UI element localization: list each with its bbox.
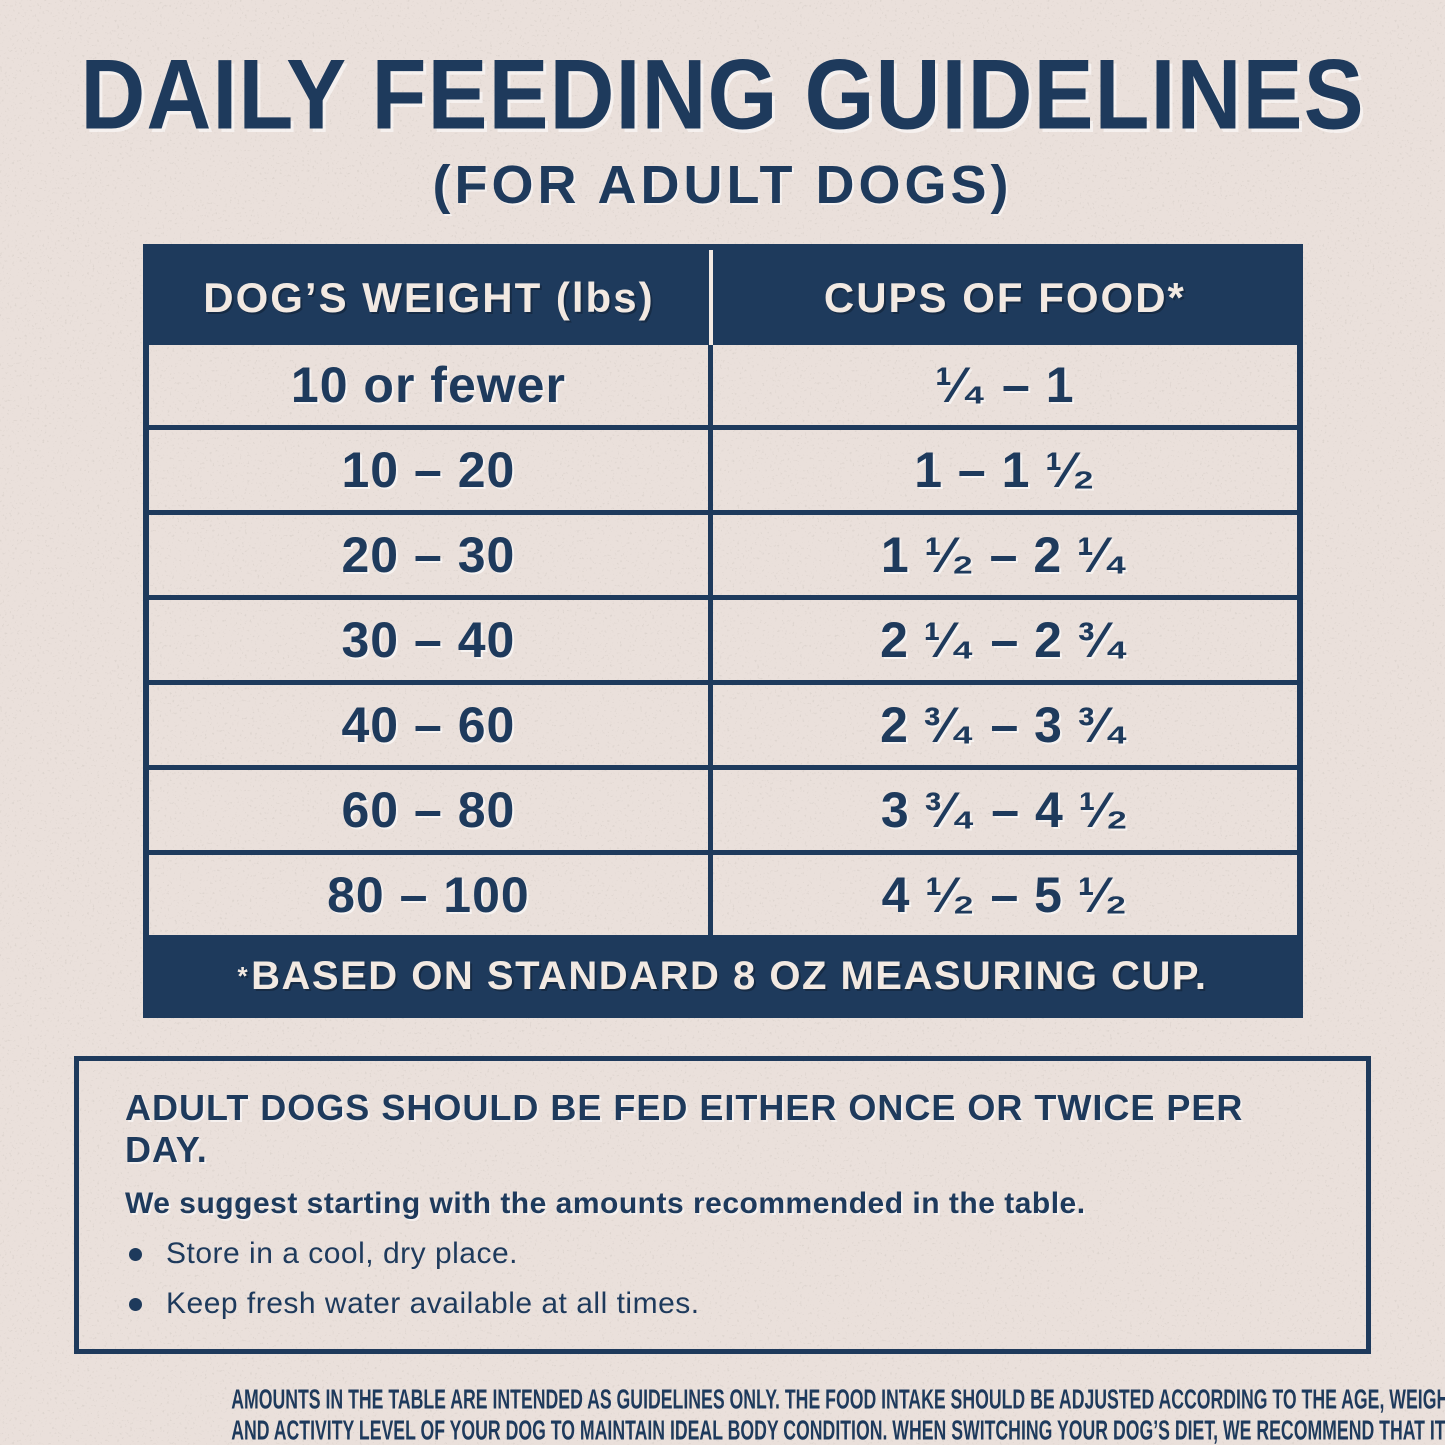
weight-cell: 60 – 80 xyxy=(149,770,714,850)
advice-bullet-list: Store in a cool, dry place. Keep fresh w… xyxy=(125,1237,1320,1321)
weight-cell: 30 – 40 xyxy=(149,600,714,680)
advice-heading: ADULT DOGS SHOULD BE FED EITHER ONCE OR … xyxy=(125,1087,1244,1170)
bullet-text: Keep fresh water available at all times. xyxy=(166,1287,700,1320)
fine-print-line: AND ACTIVITY LEVEL OF YOUR DOG TO MAINTA… xyxy=(231,1414,1445,1445)
column-header-weight: DOG’S WEIGHT (lbs) xyxy=(149,250,714,345)
weight-cell: 10 or fewer xyxy=(149,345,714,425)
table-row: 20 – 30 1 ¹⁄₂ – 2 ¹⁄₄ xyxy=(148,510,1297,595)
list-item: Store in a cool, dry place. xyxy=(125,1237,1320,1271)
weight-cell: 20 – 30 xyxy=(149,515,714,595)
page-subtitle: (FOR ADULT DOGS) xyxy=(432,155,1013,215)
cups-cell: 1 ¹⁄₂ – 2 ¹⁄₄ xyxy=(880,527,1129,583)
table-footnote: * BASED ON STANDARD 8 OZ MEASURING CUP. xyxy=(148,935,1297,1012)
bullet-dot xyxy=(129,1297,142,1311)
cups-cell: 4 ¹⁄₂ – 5 ¹⁄₂ xyxy=(881,867,1129,923)
feeding-advice-box: ADULT DOGS SHOULD BE FED EITHER ONCE OR … xyxy=(74,1056,1371,1354)
fine-print-line: AMOUNTS IN THE TABLE ARE INTENDED AS GUI… xyxy=(231,1383,1445,1415)
footnote-text: BASED ON STANDARD 8 OZ MEASURING CUP. xyxy=(251,953,1208,998)
cups-cell: 3 ³⁄₄ – 4 ¹⁄₂ xyxy=(880,782,1129,838)
weight-cell: 40 – 60 xyxy=(149,685,714,765)
cups-cell: 2 ¹⁄₄ – 2 ³⁄₄ xyxy=(880,612,1130,668)
cups-cell: ¹⁄₄ – 1 xyxy=(935,357,1075,413)
disclaimer-fine-print: AMOUNTS IN THE TABLE ARE INTENDED AS GUI… xyxy=(0,1383,1445,1445)
bullet-text: Store in a cool, dry place. xyxy=(166,1237,519,1270)
weight-cell: 10 – 20 xyxy=(149,430,714,510)
list-item: Keep fresh water available at all times. xyxy=(125,1287,1320,1321)
bullet-dot xyxy=(129,1247,142,1261)
table-row: 10 or fewer ¹⁄₄ – 1 xyxy=(149,345,1297,425)
table-row: 40 – 60 2 ³⁄₄ – 3 ³⁄₄ xyxy=(148,680,1297,765)
table-header-row: DOG’S WEIGHT (lbs) CUPS OF FOOD* xyxy=(148,250,1297,345)
advice-subheading: We suggest starting with the amounts rec… xyxy=(125,1187,1086,1220)
cups-cell: 1 – 1 ¹⁄₂ xyxy=(914,442,1096,498)
page-title: DAILY FEEDING GUIDELINES xyxy=(80,40,1365,151)
table-row: 30 – 40 2 ¹⁄₄ – 2 ³⁄₄ xyxy=(148,595,1297,680)
column-header-cups: CUPS OF FOOD* xyxy=(823,273,1186,321)
weight-cell: 80 – 100 xyxy=(149,855,714,935)
table-row: 60 – 80 3 ³⁄₄ – 4 ¹⁄₂ xyxy=(148,765,1297,850)
cups-cell: 2 ³⁄₄ – 3 ³⁄₄ xyxy=(880,697,1130,753)
table-row: 10 – 20 1 – 1 ¹⁄₂ xyxy=(148,425,1297,510)
table-row: 80 – 100 4 ¹⁄₂ – 5 ¹⁄₂ xyxy=(148,850,1297,935)
feeding-guidelines-table: DOG’S WEIGHT (lbs) CUPS OF FOOD* 10 or f… xyxy=(142,244,1303,1018)
